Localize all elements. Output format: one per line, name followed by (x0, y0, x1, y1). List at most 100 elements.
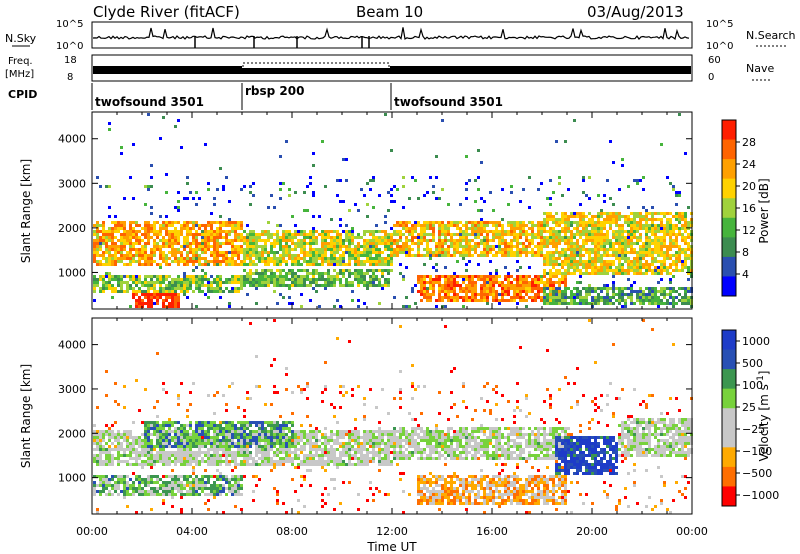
data-cell (99, 290, 102, 293)
data-cell (294, 236, 297, 239)
data-cell (186, 182, 189, 185)
data-cell (207, 463, 210, 466)
data-cell (552, 260, 555, 263)
data-cell (417, 242, 420, 245)
data-cell (219, 493, 222, 496)
data-cell (435, 275, 438, 278)
data-cell (327, 260, 330, 263)
data-cell (195, 287, 198, 290)
data-cell (198, 284, 201, 287)
data-cell (336, 275, 339, 278)
data-cell (525, 287, 528, 290)
data-cell (213, 439, 216, 442)
data-cell (540, 239, 543, 242)
data-cell (156, 481, 159, 484)
data-cell (318, 257, 321, 260)
data-cell (441, 242, 444, 245)
data-cell (138, 248, 141, 251)
data-cell (477, 224, 480, 227)
data-cell (381, 287, 384, 290)
data-cell (495, 254, 498, 257)
data-cell (186, 481, 189, 484)
data-cell (375, 224, 378, 227)
data-cell (264, 454, 267, 457)
data-cell (552, 254, 555, 257)
data-cell (204, 421, 207, 424)
data-cell (513, 227, 516, 230)
data-cell (162, 242, 165, 245)
data-cell (633, 290, 636, 293)
data-cell (669, 290, 672, 293)
data-cell (540, 182, 543, 185)
data-cell (171, 490, 174, 493)
data-cell (138, 409, 141, 412)
data-cell (561, 251, 564, 254)
data-cell (585, 287, 588, 290)
data-cell (168, 424, 171, 427)
data-cell (315, 251, 318, 254)
data-cell (192, 224, 195, 227)
data-cell (93, 281, 96, 284)
data-cell (144, 433, 147, 436)
data-cell (633, 248, 636, 251)
data-cell (327, 263, 330, 266)
data-cell (306, 278, 309, 281)
data-cell (567, 266, 570, 269)
data-cell (108, 460, 111, 463)
data-cell (237, 221, 240, 224)
data-cell (579, 230, 582, 233)
data-cell (231, 421, 234, 424)
data-cell (156, 421, 159, 424)
data-cell (111, 487, 114, 490)
data-cell (498, 302, 501, 305)
data-cell (435, 155, 438, 158)
data-cell (417, 281, 420, 284)
data-cell (513, 233, 516, 236)
data-cell (492, 209, 495, 212)
data-cell (576, 290, 579, 293)
data-cell (423, 227, 426, 230)
data-cell (519, 221, 522, 224)
data-cell (423, 263, 426, 266)
data-cell (132, 472, 135, 475)
data-cell (159, 281, 162, 284)
data-cell (183, 263, 186, 266)
data-cell (237, 463, 240, 466)
data-cell (225, 430, 228, 433)
data-cell (678, 245, 681, 248)
data-cell (504, 290, 507, 293)
data-cell (237, 257, 240, 260)
data-cell (261, 421, 264, 424)
data-cell (147, 424, 150, 427)
data-cell (675, 251, 678, 254)
data-cell (180, 460, 183, 463)
data-cell (111, 239, 114, 242)
data-cell (165, 296, 168, 299)
data-cell (126, 475, 129, 478)
data-cell (507, 248, 510, 251)
data-cell (471, 278, 474, 281)
data-cell (462, 275, 465, 278)
data-cell (528, 245, 531, 248)
data-cell (348, 272, 351, 275)
data-cell (228, 281, 231, 284)
data-cell (477, 278, 480, 281)
data-cell (597, 245, 600, 248)
data-cell (570, 260, 573, 263)
data-cell (543, 302, 546, 305)
data-cell (525, 305, 528, 308)
data-cell (186, 284, 189, 287)
data-cell (243, 278, 246, 281)
data-cell (207, 281, 210, 284)
data-cell (135, 275, 138, 278)
data-cell (591, 269, 594, 272)
data-cell (186, 415, 189, 418)
data-cell (525, 254, 528, 257)
data-cell (672, 296, 675, 299)
data-cell (249, 269, 252, 272)
data-cell (261, 445, 264, 448)
data-cell (564, 278, 567, 281)
data-cell (630, 290, 633, 293)
data-cell (510, 251, 513, 254)
data-cell (261, 433, 264, 436)
